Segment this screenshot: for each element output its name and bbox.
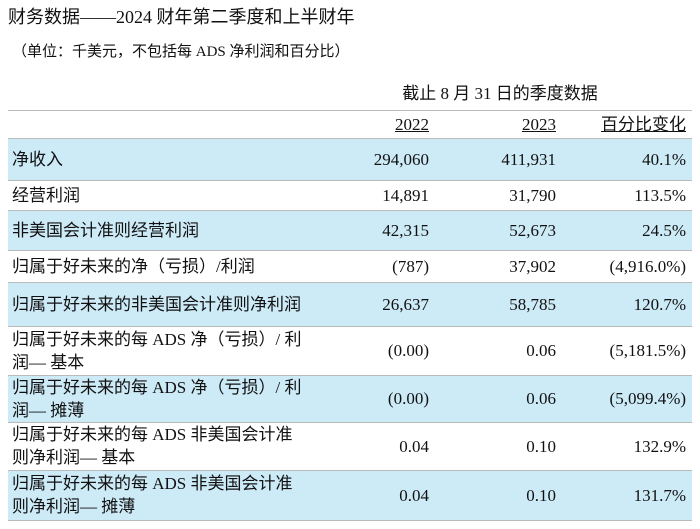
data-row: 非美国会计准则经营利润 42,315 52,673 24.5% <box>8 210 693 251</box>
value-cell: 131.7% <box>562 470 693 521</box>
data-row: 归属于好未来的净（亏损）/利润 (787) 37,902 (4,916.0%) <box>8 250 693 283</box>
column-header-cell: 2022 <box>308 110 435 139</box>
row-label: 非美国会计准则经营利润 <box>8 210 308 251</box>
value-cell: 26,637 <box>308 282 435 327</box>
column-header-cell: 2023 <box>435 110 562 139</box>
empty-cell <box>8 110 308 139</box>
row-label: 净收入 <box>8 138 308 181</box>
row-label: 归属于好未来的每 ADS 非美国会计准 则净利润— 基本 <box>8 422 308 471</box>
subtitle: （单位：千美元，不包括每 ADS 净利润和百分比） <box>12 44 350 60</box>
value-cell: 31,790 <box>435 180 562 211</box>
data-row: 归属于好未来的每 ADS 净（亏损）/ 利润— 摊薄 (0.00) 0.06 (5,0… <box>8 375 693 423</box>
row-label: 归属于好未来的每 ADS 净（亏损）/ 利润— 基本 <box>8 326 308 376</box>
value-cell: 411,931 <box>435 138 562 181</box>
row-label: 归属于好未来的净（亏损）/利润 <box>8 250 308 283</box>
group-header: 截止 8 月 31 日的季度数据 <box>308 78 693 111</box>
value-cell: 120.7% <box>562 282 693 327</box>
value-cell: 294,060 <box>308 138 435 181</box>
row-label: 归属于好未来的每 ADS 非美国会计准 则净利润— 摊薄 <box>8 470 308 521</box>
value-cell: 0.10 <box>435 422 562 471</box>
value-cell: 52,673 <box>435 210 562 251</box>
value-cell: 37,902 <box>435 250 562 283</box>
value-cell: 0.10 <box>435 470 562 521</box>
row-label: 经营利润 <box>8 180 308 211</box>
value-cell: 132.9% <box>562 422 693 471</box>
value-cell: 24.5% <box>562 210 693 251</box>
value-cell: (4,916.0%) <box>562 250 693 283</box>
value-cell: (5,099.4%) <box>562 375 693 423</box>
value-cell: (787) <box>308 250 435 283</box>
column-header: 2022 <box>395 114 429 134</box>
value-cell: 0.06 <box>435 375 562 423</box>
value-cell: (5,181.5%) <box>562 326 693 376</box>
column-header-row: 2022 2023 百分比变化 <box>8 110 693 139</box>
value-cell: 0.04 <box>308 470 435 521</box>
value-cell: (0.00) <box>308 326 435 376</box>
data-row: 归属于好未来的每 ADS 净（亏损）/ 利润— 基本 (0.00) 0.06 (5,1… <box>8 326 693 376</box>
row-label: 归属于好未来的每 ADS 净（亏损）/ 利润— 摊薄 <box>8 375 308 423</box>
column-header: 2023 <box>522 114 556 134</box>
group-header-row: 截止 8 月 31 日的季度数据 <box>8 78 693 111</box>
row-label: 归属于好未来的非美国会计准则净利润 <box>8 282 308 327</box>
value-cell: 42,315 <box>308 210 435 251</box>
value-cell: (0.00) <box>308 375 435 423</box>
data-row: 经营利润 14,891 31,790 113.5% <box>8 180 693 211</box>
title: 财务数据——2024 财年第二季度和上半财年 <box>8 7 355 27</box>
value-cell: 58,785 <box>435 282 562 327</box>
column-header-cell: 百分比变化 <box>562 110 693 139</box>
financial-table: 截止 8 月 31 日的季度数据 2022 2023 百分比变化净收入 294,060… <box>8 78 693 521</box>
value-cell: 40.1% <box>562 138 693 181</box>
empty-cell <box>8 78 308 111</box>
value-cell: 14,891 <box>308 180 435 211</box>
data-row: 归属于好未来的非美国会计准则净利润 26,637 58,785 120.7% <box>8 282 693 327</box>
value-cell: 0.04 <box>308 422 435 471</box>
data-row: 归属于好未来的每 ADS 非美国会计准 则净利润— 基本 0.04 0.10 132.… <box>8 422 693 471</box>
column-header: 百分比变化 <box>601 114 687 134</box>
value-cell: 113.5% <box>562 180 693 211</box>
value-cell: 0.06 <box>435 326 562 376</box>
data-row: 净收入 294,060 411,931 40.1% <box>8 138 693 181</box>
data-row: 归属于好未来的每 ADS 非美国会计准 则净利润— 摊薄 0.04 0.10 131.… <box>8 470 693 521</box>
